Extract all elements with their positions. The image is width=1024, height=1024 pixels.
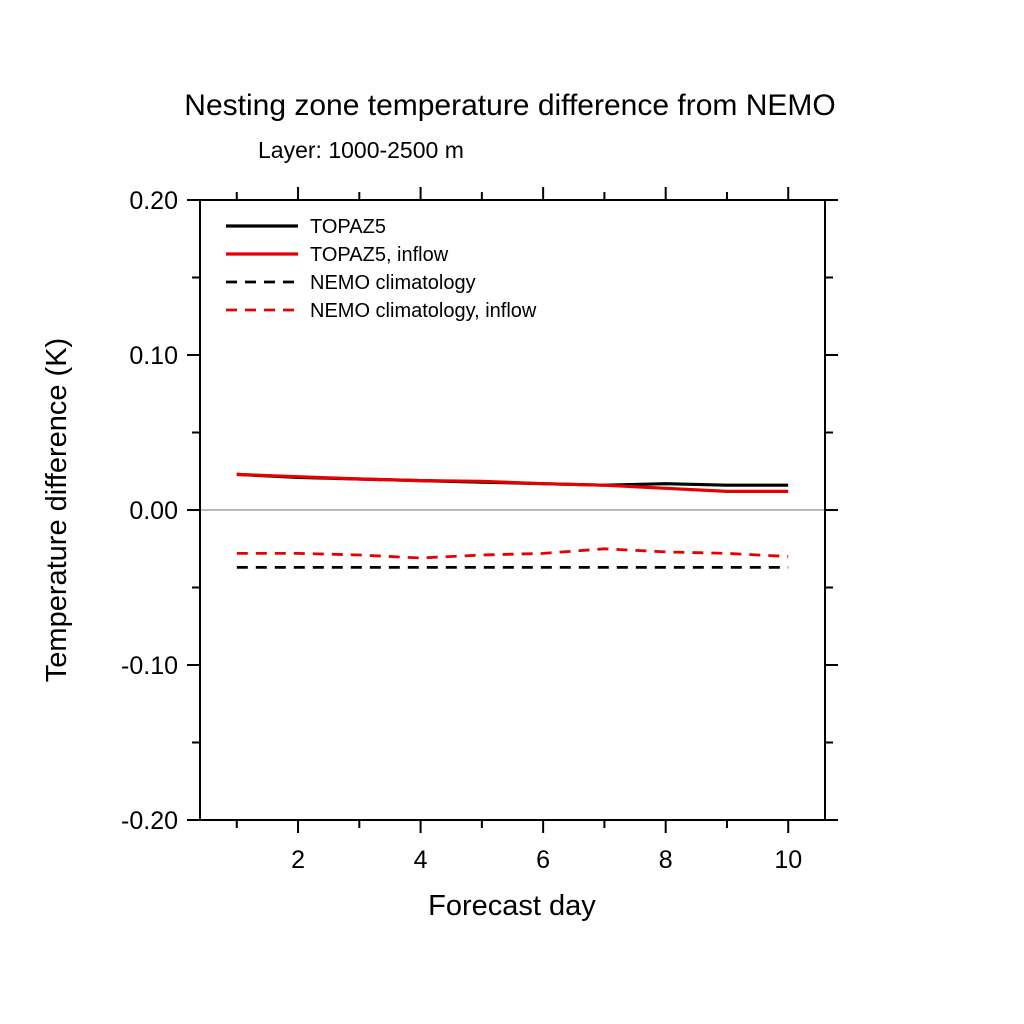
legend-label-2: TOPAZ5, inflow [310, 244, 449, 266]
x-tick-label: 8 [659, 846, 673, 874]
x-tick-label: 6 [536, 846, 550, 874]
legend-label-3: NEMO climatology [310, 272, 476, 294]
series-line-4 [236, 547, 789, 560]
y-tick-label: -0.20 [121, 807, 178, 835]
y-axis-label: Temperature difference (K) [41, 338, 73, 682]
legend-label-4: NEMO climatology, inflow [310, 300, 537, 322]
y-tick-label: 0.20 [129, 187, 178, 215]
y-tick-label: 0.10 [129, 342, 178, 370]
legend-label-1: TOPAZ5 [310, 216, 386, 238]
y-tick-label: -0.10 [121, 652, 178, 680]
chart-subtitle: Layer: 1000-2500 m [258, 137, 464, 163]
x-tick-label: 10 [774, 846, 802, 874]
x-axis-label: Forecast day [428, 890, 596, 922]
plot-area: 2 4 6 8 10 -0.20 -0.10 0.00 0.10 0.20 TOPAZ5 TOPAZ5… [121, 187, 838, 874]
series-line-2 [236, 472, 789, 493]
x-tick-label: 4 [414, 846, 428, 874]
chart-title: Nesting zone temperature difference from… [184, 89, 835, 122]
x-tick-label: 2 [291, 846, 305, 874]
y-tick-label: 0.00 [129, 497, 178, 525]
